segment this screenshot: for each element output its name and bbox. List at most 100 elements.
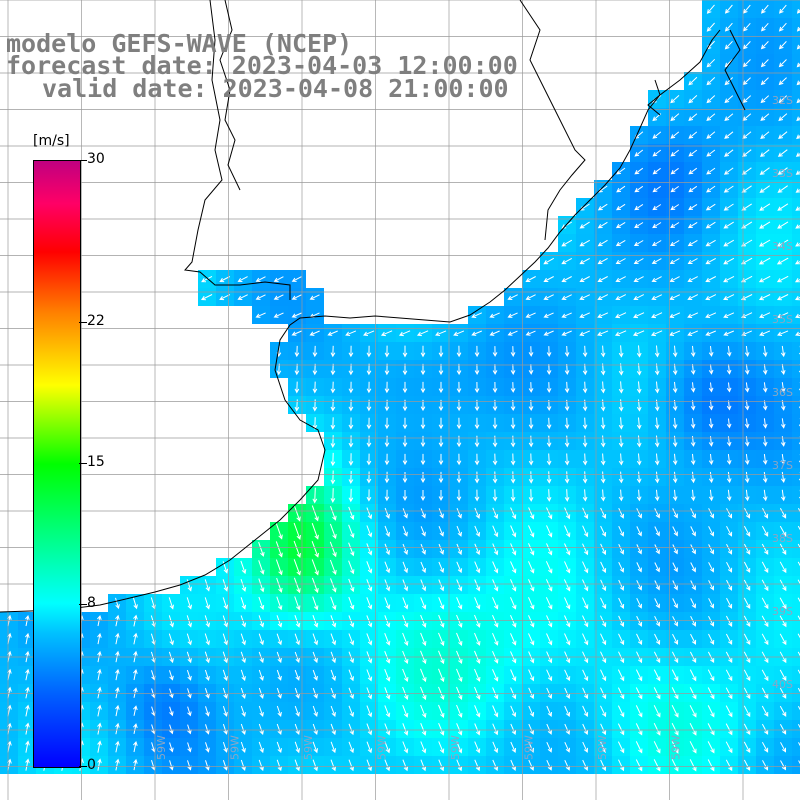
wind-arrow <box>258 578 265 593</box>
wind-arrow <box>654 489 660 502</box>
wind-arrow <box>384 543 390 556</box>
wind-arrow <box>708 598 714 609</box>
wind-arrow <box>654 345 660 358</box>
wind-arrow <box>653 759 661 772</box>
wind-arrow <box>725 741 733 754</box>
wind-arrow <box>528 705 535 718</box>
wind-cell <box>792 540 800 558</box>
wind-arrow <box>634 167 644 175</box>
wind-arrow <box>402 632 409 646</box>
wind-cell <box>792 144 800 162</box>
wind-arrow <box>726 489 732 502</box>
wind-arrow <box>724 77 734 86</box>
wind-arrow <box>582 417 588 430</box>
wind-arrow <box>579 330 591 336</box>
wind-arrow <box>528 453 534 466</box>
wind-arrow <box>420 614 427 628</box>
wind-arrow <box>97 758 102 771</box>
wind-arrow <box>600 687 607 700</box>
wind-cell <box>792 108 800 126</box>
wind-arrow <box>384 687 391 700</box>
wind-arrow <box>708 489 714 502</box>
wind-arrow <box>564 453 570 466</box>
wind-arrow <box>579 276 590 282</box>
wind-arrow <box>474 759 481 772</box>
wind-arrow <box>582 525 589 538</box>
wind-arrow <box>507 312 518 318</box>
wind-arrow <box>402 686 409 700</box>
wind-arrow <box>672 363 678 376</box>
wind-arrow <box>597 294 609 300</box>
wind-arrow <box>708 364 714 375</box>
wind-arrow <box>402 472 408 484</box>
wind-cell <box>792 90 800 108</box>
wind-arrow <box>438 435 444 448</box>
wind-arrow <box>600 435 606 448</box>
wind-arrow <box>777 167 788 175</box>
wind-arrow <box>546 453 552 466</box>
wind-arrow <box>366 525 373 538</box>
longitude-labels: 59W 59W 59W 59W 59W 59W 59W 59W <box>155 735 683 760</box>
wind-arrow <box>726 525 733 537</box>
wind-arrow <box>240 615 247 628</box>
wind-arrow <box>312 417 318 430</box>
wind-arrow <box>258 705 264 717</box>
wind-arrow <box>762 400 768 411</box>
wind-arrow <box>348 506 355 521</box>
wind-arrow <box>795 313 800 319</box>
wind-arrow <box>528 561 535 574</box>
wind-arrow <box>724 22 733 32</box>
wind-arrow <box>132 597 138 610</box>
wind-arrow <box>690 598 696 609</box>
wind-arrow <box>258 723 264 735</box>
wind-arrow <box>687 276 698 282</box>
wind-arrow <box>276 363 282 376</box>
wind-arrow <box>635 705 643 718</box>
wind-arrow <box>600 489 606 502</box>
border-brazil <box>519 0 586 241</box>
wind-arrow <box>795 206 800 211</box>
wind-arrow <box>293 505 301 522</box>
wind-arrow <box>597 203 608 211</box>
wind-arrow <box>240 687 246 699</box>
wind-cell <box>792 324 800 342</box>
wind-arrow <box>492 507 499 520</box>
wind-arrow <box>634 149 644 157</box>
wind-arrow <box>294 741 300 754</box>
wind-arrow <box>723 239 735 247</box>
wind-arrow <box>366 687 373 700</box>
wind-arrow <box>564 507 571 520</box>
wind-arrow <box>708 526 714 537</box>
wind-arrow <box>689 722 697 736</box>
wind-arrow <box>348 542 355 557</box>
wind-arrow <box>582 705 589 718</box>
wind-arrow <box>651 258 662 264</box>
wind-arrow <box>743 543 751 555</box>
wind-arrow <box>672 435 678 448</box>
wind-arrow <box>708 346 714 357</box>
wind-arrow <box>723 257 735 265</box>
wind-arrow <box>474 614 481 628</box>
wind-arrow <box>258 687 264 699</box>
wind-arrow <box>311 559 319 576</box>
wind-arrow <box>25 758 30 771</box>
wind-arrow <box>348 524 355 539</box>
wind-arrow <box>726 597 733 609</box>
wind-arrow <box>708 418 714 429</box>
wind-arrow <box>743 705 751 718</box>
wind-arrow <box>797 597 800 603</box>
wind-arrow <box>582 669 589 682</box>
wind-arrow <box>743 687 751 700</box>
wind-arrow <box>654 508 660 519</box>
wind-arrow <box>384 633 391 646</box>
wind-arrow <box>759 239 771 247</box>
wind-arrow <box>384 363 390 376</box>
wind-arrow <box>205 724 210 735</box>
wind-arrow <box>330 578 337 593</box>
wind-arrow <box>795 331 800 336</box>
wind-arrow <box>510 669 517 682</box>
wind-arrow <box>402 615 409 628</box>
wind-arrow <box>761 723 769 735</box>
wind-cell <box>792 432 800 450</box>
wind-arrow <box>690 471 696 484</box>
